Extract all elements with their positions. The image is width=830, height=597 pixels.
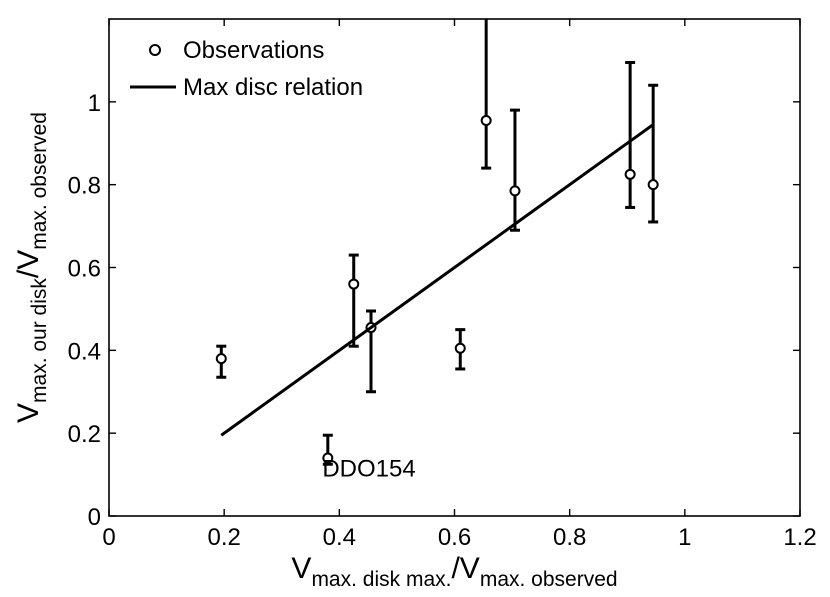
max-disc-relation-line <box>220 123 655 437</box>
legend-marker-observations <box>149 44 161 56</box>
y-axis-label-main: V <box>12 403 45 423</box>
x-tick-label: 0.4 <box>323 524 356 551</box>
legend-label-observations: Observations <box>183 37 324 64</box>
observation-marker <box>348 278 360 290</box>
observation-marker <box>480 114 492 126</box>
x-axis: 0 0.2 0.4 0.6 0.8 1 1.2 <box>102 19 817 551</box>
x-tick-label: 0.6 <box>438 524 471 551</box>
observation-marker <box>322 452 334 464</box>
x-axis-label-sub1: max. disk max. <box>311 568 451 591</box>
y-tick-label: 1 <box>88 90 101 117</box>
observation-point <box>624 60 636 209</box>
x-tick-label: 0.8 <box>553 524 586 551</box>
x-axis-label: Vmax. disk max./Vmax. observed <box>291 552 617 591</box>
x-axis-label-sub2: max. observed <box>480 568 618 591</box>
observation-point <box>365 309 377 394</box>
y-axis-label-sub1: max. our disk <box>28 278 51 403</box>
observation-point <box>215 344 227 379</box>
observation-marker <box>509 185 521 197</box>
legend: Observations Max disc relation <box>130 37 363 101</box>
y-tick-label: 0 <box>88 504 101 531</box>
y-tick-label: 0.2 <box>68 421 101 448</box>
x-tick-label: 1.2 <box>783 524 816 551</box>
series-layer <box>215 19 659 466</box>
y-axis: 0 0.2 0.4 0.6 0.8 1 <box>68 90 800 531</box>
observation-point <box>647 83 659 224</box>
observation-point <box>480 19 492 170</box>
observation-marker <box>624 168 636 180</box>
observation-marker <box>215 353 227 365</box>
observation-point <box>509 108 521 232</box>
x-tick-label: 0.2 <box>207 524 240 551</box>
y-tick-label: 0.8 <box>68 173 101 200</box>
x-axis-label-slash: /V <box>451 552 479 585</box>
observation-point <box>454 328 466 371</box>
y-axis-label-sub2: max. observed <box>28 112 51 250</box>
legend-label-max-disc-relation: Max disc relation <box>183 74 363 101</box>
x-axis-label-main: V <box>291 552 311 585</box>
y-tick-label: 0.4 <box>68 338 101 365</box>
annotation-ddo154: DDO154 <box>322 456 415 483</box>
observation-point <box>348 253 360 348</box>
y-tick-label: 0.6 <box>68 256 101 283</box>
observation-point <box>322 433 334 466</box>
y-axis-label-slash: /V <box>12 250 45 278</box>
x-tick-label: 1 <box>678 524 691 551</box>
observation-marker <box>647 179 659 191</box>
x-tick-label: 0 <box>102 524 115 551</box>
observation-marker <box>454 342 466 354</box>
y-axis-label: Vmax. our disk/Vmax. observed <box>12 112 51 423</box>
